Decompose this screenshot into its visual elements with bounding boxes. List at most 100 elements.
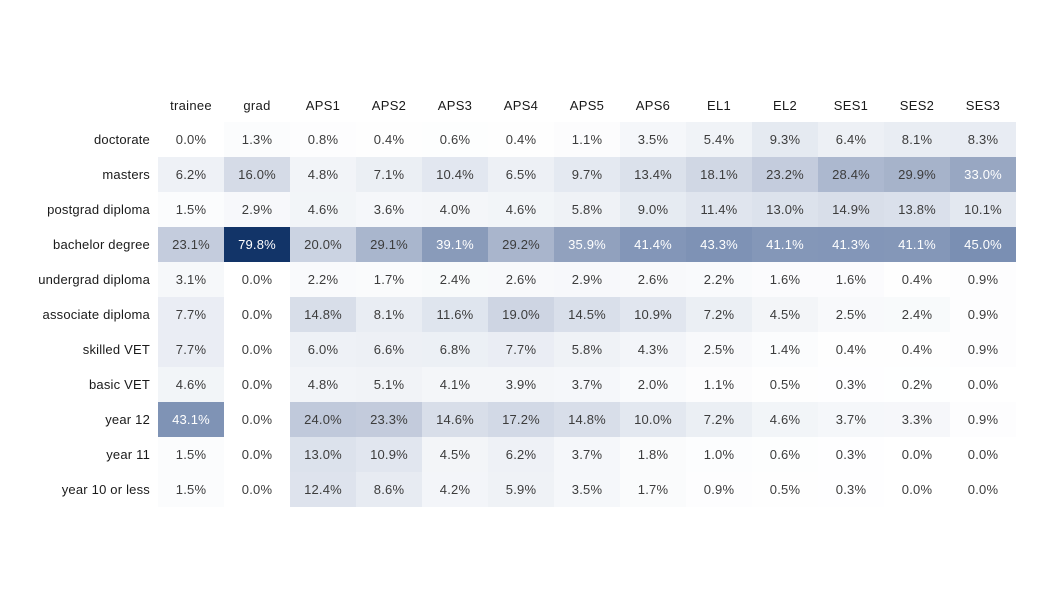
heatmap-cell-year-12-aps4: 17.2% <box>488 402 554 437</box>
heatmap-cell-bachelor-degree-ses2: 41.1% <box>884 227 950 262</box>
heatmap-cell-year-12-el2: 4.6% <box>752 402 818 437</box>
heatmap-cell-undergrad-diploma-ses1: 1.6% <box>818 262 884 297</box>
heatmap-cell-postgrad-diploma-grad: 2.9% <box>224 192 290 227</box>
heatmap-cell-year-11-ses2: 0.0% <box>884 437 950 472</box>
heatmap-cell-skilled-vet-ses3: 0.9% <box>950 332 1016 367</box>
column-header-ses2: SES2 <box>899 97 935 113</box>
row-label-bachelor-degree: bachelor degree <box>53 237 150 252</box>
heatmap-table: trainee grad APS1 APS2 APS3 APS4 APS5 APS6 EL1 EL… <box>0 88 1016 507</box>
heatmap-cell-year-10-or-less-el2: 0.5% <box>752 472 818 507</box>
heatmap-cell-year-10-or-less-el1: 0.9% <box>686 472 752 507</box>
heatmap-cell-year-11-grad: 0.0% <box>224 437 290 472</box>
heatmap-cell-skilled-vet-aps6: 4.3% <box>620 332 686 367</box>
heatmap-cell-bachelor-degree-grad: 79.8% <box>224 227 290 262</box>
heatmap-cell-year-10-or-less-grad: 0.0% <box>224 472 290 507</box>
heatmap-cell-basic-vet-ses1: 0.3% <box>818 367 884 402</box>
heatmap-cell-skilled-vet-aps3: 6.8% <box>422 332 488 367</box>
heatmap-cell-undergrad-diploma-ses3: 0.9% <box>950 262 1016 297</box>
heatmap-cell-undergrad-diploma-aps1: 2.2% <box>290 262 356 297</box>
heatmap-cell-year-11-ses3: 0.0% <box>950 437 1016 472</box>
heatmap-cell-postgrad-diploma-aps6: 9.0% <box>620 192 686 227</box>
heatmap-cell-doctorate-ses3: 8.3% <box>950 122 1016 157</box>
heatmap-cell-year-12-aps5: 14.8% <box>554 402 620 437</box>
heatmap-cell-bachelor-degree-el2: 41.1% <box>752 227 818 262</box>
heatmap-cell-basic-vet-el2: 0.5% <box>752 367 818 402</box>
heatmap-cell-year-11-el1: 1.0% <box>686 437 752 472</box>
heatmap-cell-bachelor-degree-ses1: 41.3% <box>818 227 884 262</box>
heatmap-cell-year-12-trainee: 43.1% <box>158 402 224 437</box>
heatmap-cell-skilled-vet-grad: 0.0% <box>224 332 290 367</box>
heatmap-cell-undergrad-diploma-trainee: 3.1% <box>158 262 224 297</box>
heatmap-cell-skilled-vet-aps4: 7.7% <box>488 332 554 367</box>
heatmap-cell-masters-el1: 18.1% <box>686 157 752 192</box>
heatmap-cell-undergrad-diploma-el1: 2.2% <box>686 262 752 297</box>
row-label-doctorate: doctorate <box>93 132 150 147</box>
heatmap-cell-doctorate-aps3: 0.6% <box>422 122 488 157</box>
heatmap-cell-doctorate-grad: 1.3% <box>224 122 290 157</box>
row-label-postgrad-diploma: postgrad diploma <box>47 202 150 217</box>
heatmap-cell-skilled-vet-aps1: 6.0% <box>290 332 356 367</box>
heatmap-cell-basic-vet-aps6: 2.0% <box>620 367 686 402</box>
heatmap-cell-associate-diploma-aps5: 14.5% <box>554 297 620 332</box>
heatmap-cell-doctorate-el1: 5.4% <box>686 122 752 157</box>
heatmap-cell-basic-vet-aps3: 4.1% <box>422 367 488 402</box>
heatmap-cell-year-12-ses2: 3.3% <box>884 402 950 437</box>
heatmap-cell-postgrad-diploma-aps5: 5.8% <box>554 192 620 227</box>
column-header-aps6: APS6 <box>635 97 671 113</box>
heatmap-cell-undergrad-diploma-el2: 1.6% <box>752 262 818 297</box>
heatmap-cell-basic-vet-aps1: 4.8% <box>290 367 356 402</box>
heatmap-cell-skilled-vet-aps2: 6.6% <box>356 332 422 367</box>
column-header-aps4: APS4 <box>503 97 539 113</box>
row-label-associate-diploma: associate diploma <box>42 307 150 322</box>
column-header-aps5: APS5 <box>569 97 605 113</box>
heatmap-cell-bachelor-degree-aps3: 39.1% <box>422 227 488 262</box>
heatmap-cell-skilled-vet-el1: 2.5% <box>686 332 752 367</box>
column-header-aps1: APS1 <box>305 97 341 113</box>
heatmap-cell-bachelor-degree-trainee: 23.1% <box>158 227 224 262</box>
heatmap-cell-undergrad-diploma-aps3: 2.4% <box>422 262 488 297</box>
heatmap-cell-masters-ses3: 33.0% <box>950 157 1016 192</box>
heatmap-cell-doctorate-trainee: 0.0% <box>158 122 224 157</box>
heatmap-cell-postgrad-diploma-ses3: 10.1% <box>950 192 1016 227</box>
column-header-ses3: SES3 <box>965 97 1001 113</box>
heatmap-cell-postgrad-diploma-aps3: 4.0% <box>422 192 488 227</box>
heatmap-cell-undergrad-diploma-grad: 0.0% <box>224 262 290 297</box>
heatmap-cell-basic-vet-ses2: 0.2% <box>884 367 950 402</box>
heatmap-cell-year-10-or-less-aps2: 8.6% <box>356 472 422 507</box>
heatmap-cell-year-12-aps1: 24.0% <box>290 402 356 437</box>
heatmap-cell-doctorate-ses2: 8.1% <box>884 122 950 157</box>
column-header-el1: EL1 <box>706 97 732 113</box>
heatmap-cell-year-12-ses1: 3.7% <box>818 402 884 437</box>
heatmap-cell-basic-vet-aps4: 3.9% <box>488 367 554 402</box>
column-header-el2: EL2 <box>772 97 798 113</box>
heatmap-cell-masters-aps1: 4.8% <box>290 157 356 192</box>
heatmap-cell-year-10-or-less-aps3: 4.2% <box>422 472 488 507</box>
heatmap-cell-year-10-or-less-aps1: 12.4% <box>290 472 356 507</box>
heatmap-cell-doctorate-aps1: 0.8% <box>290 122 356 157</box>
heatmap-cell-doctorate-ses1: 6.4% <box>818 122 884 157</box>
heatmap-cell-postgrad-diploma-trainee: 1.5% <box>158 192 224 227</box>
heatmap-cell-associate-diploma-aps4: 19.0% <box>488 297 554 332</box>
heatmap-cell-basic-vet-el1: 1.1% <box>686 367 752 402</box>
heatmap-cell-masters-aps2: 7.1% <box>356 157 422 192</box>
heatmap-cell-year-11-aps3: 4.5% <box>422 437 488 472</box>
heatmap-cell-masters-ses1: 28.4% <box>818 157 884 192</box>
heatmap-cell-bachelor-degree-el1: 43.3% <box>686 227 752 262</box>
heatmap-cell-associate-diploma-aps2: 8.1% <box>356 297 422 332</box>
heatmap-cell-doctorate-aps2: 0.4% <box>356 122 422 157</box>
heatmap-cell-doctorate-aps4: 0.4% <box>488 122 554 157</box>
heatmap-cell-year-11-ses1: 0.3% <box>818 437 884 472</box>
heatmap-cell-associate-diploma-aps1: 14.8% <box>290 297 356 332</box>
heatmap-cell-basic-vet-aps2: 5.1% <box>356 367 422 402</box>
column-header-aps3: APS3 <box>437 97 473 113</box>
heatmap-cell-postgrad-diploma-ses2: 13.8% <box>884 192 950 227</box>
heatmap-cell-masters-grad: 16.0% <box>224 157 290 192</box>
heatmap-cell-associate-diploma-aps6: 10.9% <box>620 297 686 332</box>
heatmap-cell-year-10-or-less-ses2: 0.0% <box>884 472 950 507</box>
heatmap-cell-year-11-aps5: 3.7% <box>554 437 620 472</box>
heatmap-cell-skilled-vet-ses2: 0.4% <box>884 332 950 367</box>
heatmap-cell-masters-el2: 23.2% <box>752 157 818 192</box>
row-label-basic-vet: basic VET <box>88 377 150 392</box>
heatmap-cell-associate-diploma-trainee: 7.7% <box>158 297 224 332</box>
heatmap-cell-year-11-aps2: 10.9% <box>356 437 422 472</box>
